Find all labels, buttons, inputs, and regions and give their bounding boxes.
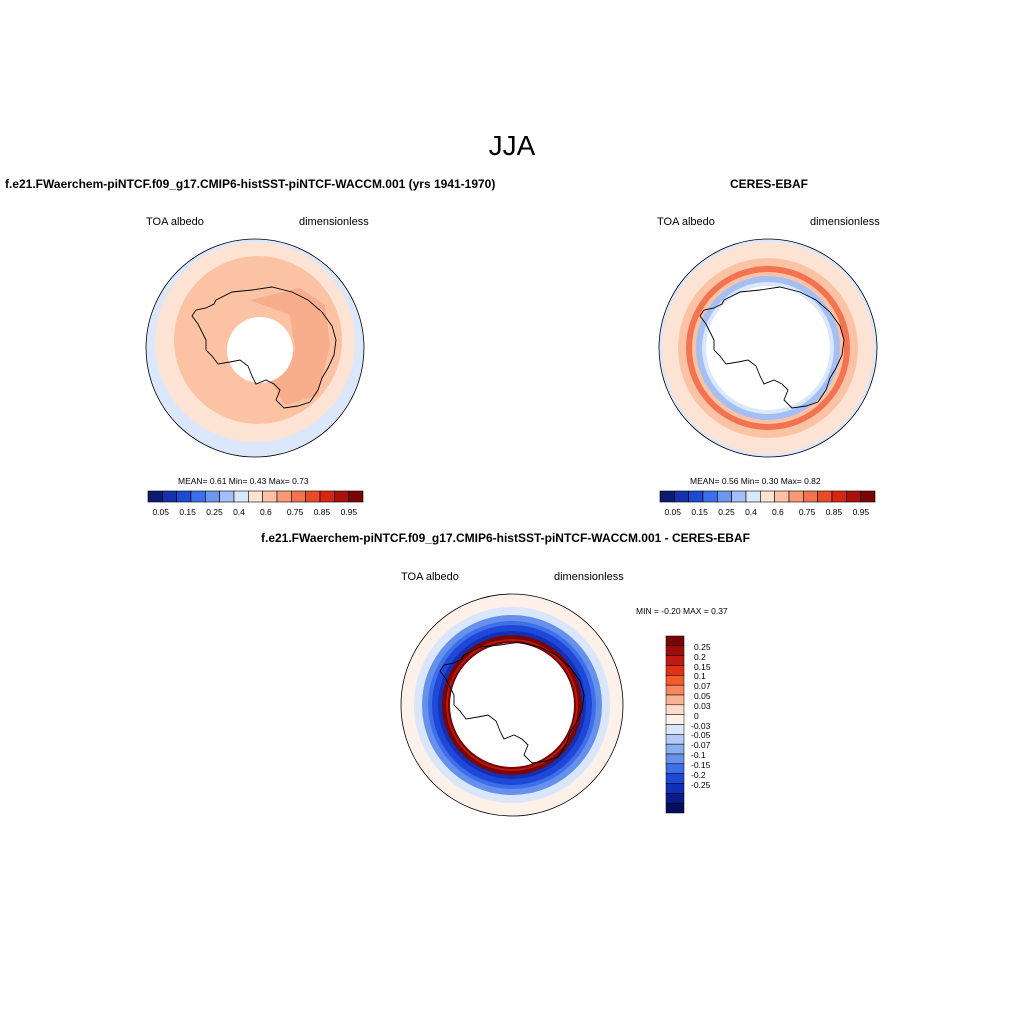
colorbar-swatch: [219, 490, 235, 503]
colorbar-tick-label: -0.1: [691, 750, 706, 760]
colorbar-swatch: [665, 694, 685, 706]
colorbar-tick-label: 0.4: [233, 507, 245, 517]
colorbar-swatch: [803, 490, 818, 503]
colorbar-swatch: [291, 490, 306, 503]
colorbar-swatch: [305, 490, 321, 503]
colorbar-tick-label: 0.03: [694, 700, 711, 711]
colorbar-tick-label: -0.03: [691, 720, 711, 731]
colorbar-swatch: [831, 490, 847, 503]
colorbar-tick-label: 0.25: [206, 507, 223, 517]
colorbar-swatch: [665, 704, 685, 715]
map-panel-1: [145, 238, 365, 458]
colorbar-swatch: [665, 655, 685, 666]
colorbar-tick-label: 0.75: [798, 507, 816, 517]
map-panel-3: [400, 593, 624, 817]
panel-2-title: CERES-EBAF: [730, 177, 809, 191]
colorbar-swatch: [745, 490, 761, 503]
colorbar-tick-label: 0.25: [718, 507, 735, 517]
colorbar-swatch: [665, 724, 685, 735]
colorbar-swatch: [665, 675, 685, 686]
colorbar-tick-label: 0.15: [691, 507, 708, 517]
colorbar-swatch: [817, 490, 833, 503]
colorbar-tick-label: 0.6: [771, 507, 784, 517]
colorbar-swatch: [688, 490, 704, 503]
colorbar-tick-label: 0.05: [152, 507, 169, 517]
colorbar-swatch: [774, 490, 790, 503]
colorbar-swatch: [788, 490, 804, 503]
colorbar-2: [659, 490, 876, 503]
colorbar-swatch: [248, 490, 263, 503]
colorbar-swatch: [731, 490, 747, 503]
colorbar-tick-label: 0.6: [259, 507, 272, 517]
colorbar-swatch: [665, 743, 685, 755]
colorbar-swatch: [665, 793, 685, 804]
panel-1-title: f.e21.FWaerchem-piNTCF.f09_g17.CMIP6-his…: [5, 177, 496, 191]
colorbar-swatch: [665, 734, 685, 745]
colorbar-swatch: [190, 490, 206, 503]
colorbar-tick-label: -0.2: [691, 769, 706, 780]
colorbar-tick-label: -0.25: [691, 779, 711, 790]
colorbar-swatch: [702, 490, 718, 503]
colorbar-swatch: [205, 490, 220, 503]
colorbar-swatch: [665, 645, 685, 656]
colorbar-swatch: [860, 490, 876, 503]
colorbar-tick-label: -0.07: [691, 740, 711, 751]
colorbar-swatch: [665, 783, 685, 794]
colorbar-tick-label: 0.05: [664, 507, 681, 517]
colorbar-swatch: [262, 490, 278, 503]
colorbar-swatch: [674, 490, 689, 503]
panel-2-variable-label: TOA albedo: [657, 216, 715, 228]
panel-3-units-label: dimensionless: [554, 571, 624, 583]
colorbar-swatch: [233, 490, 249, 503]
colorbar-tick-label: 0.15: [694, 661, 711, 672]
colorbar-swatch: [665, 714, 685, 725]
colorbar-swatch: [717, 490, 732, 503]
map-panel-2: [658, 238, 878, 458]
colorbar-tick-label: 0.95: [852, 507, 870, 517]
colorbar-swatch: [665, 773, 685, 784]
colorbar-swatch: [147, 490, 163, 503]
colorbar-tick-label: 0.07: [694, 681, 711, 692]
colorbar-swatch: [334, 490, 349, 503]
main-title: JJA: [488, 130, 536, 161]
colorbar-tick-label: 0.85: [313, 507, 331, 517]
panel-2-stats: MEAN= 0.56 Min= 0.30 Max= 0.82: [690, 476, 821, 486]
colorbar-swatch: [665, 684, 685, 696]
colorbar-tick-label: 0.75: [286, 507, 304, 517]
colorbar-swatch: [665, 802, 685, 814]
panel-3-stats: MIN = -0.20 MAX = 0.37: [636, 606, 728, 616]
colorbar-tick-label: 0.15: [179, 507, 196, 517]
colorbar-swatch: [665, 763, 685, 774]
colorbar-tick-label: 0.85: [825, 507, 843, 517]
colorbar-swatch: [162, 490, 177, 503]
colorbar-tick-label: 0.1: [694, 671, 706, 682]
colorbar-tick-label: 0.4: [745, 507, 757, 517]
colorbar-swatch: [176, 490, 192, 503]
colorbar-3: [665, 635, 685, 814]
colorbar-swatch: [760, 490, 775, 503]
colorbar-swatch: [665, 665, 685, 676]
colorbar-tick-label: 0.05: [694, 691, 711, 701]
colorbar-tick-label: 0.25: [694, 641, 711, 652]
colorbar-swatch: [659, 490, 675, 503]
colorbar-swatch: [276, 490, 292, 503]
colorbar-swatch: [319, 490, 335, 503]
colorbar-tick-label: 0.2: [694, 651, 706, 662]
colorbar-tick-label: -0.15: [691, 759, 711, 770]
colorbar-1: [147, 490, 364, 503]
panel-2-units-label: dimensionless: [810, 216, 880, 228]
colorbar-swatch: [665, 635, 685, 647]
colorbar-swatch: [348, 490, 364, 503]
colorbar-tick-label: -0.05: [691, 730, 711, 741]
colorbar-tick-label: 0.95: [340, 507, 358, 517]
panel-1-units-label: dimensionless: [299, 216, 369, 228]
panel-3-variable-label: TOA albedo: [401, 571, 459, 583]
panel-1-stats: MEAN= 0.61 Min= 0.43 Max= 0.73: [178, 476, 309, 486]
colorbar-swatch: [665, 753, 685, 765]
colorbar-swatch: [846, 490, 861, 503]
panel-3-title: f.e21.FWaerchem-piNTCF.f09_g17.CMIP6-his…: [261, 531, 750, 545]
colorbar-tick-label: 0: [694, 710, 699, 721]
panel-1-variable-label: TOA albedo: [146, 216, 204, 228]
